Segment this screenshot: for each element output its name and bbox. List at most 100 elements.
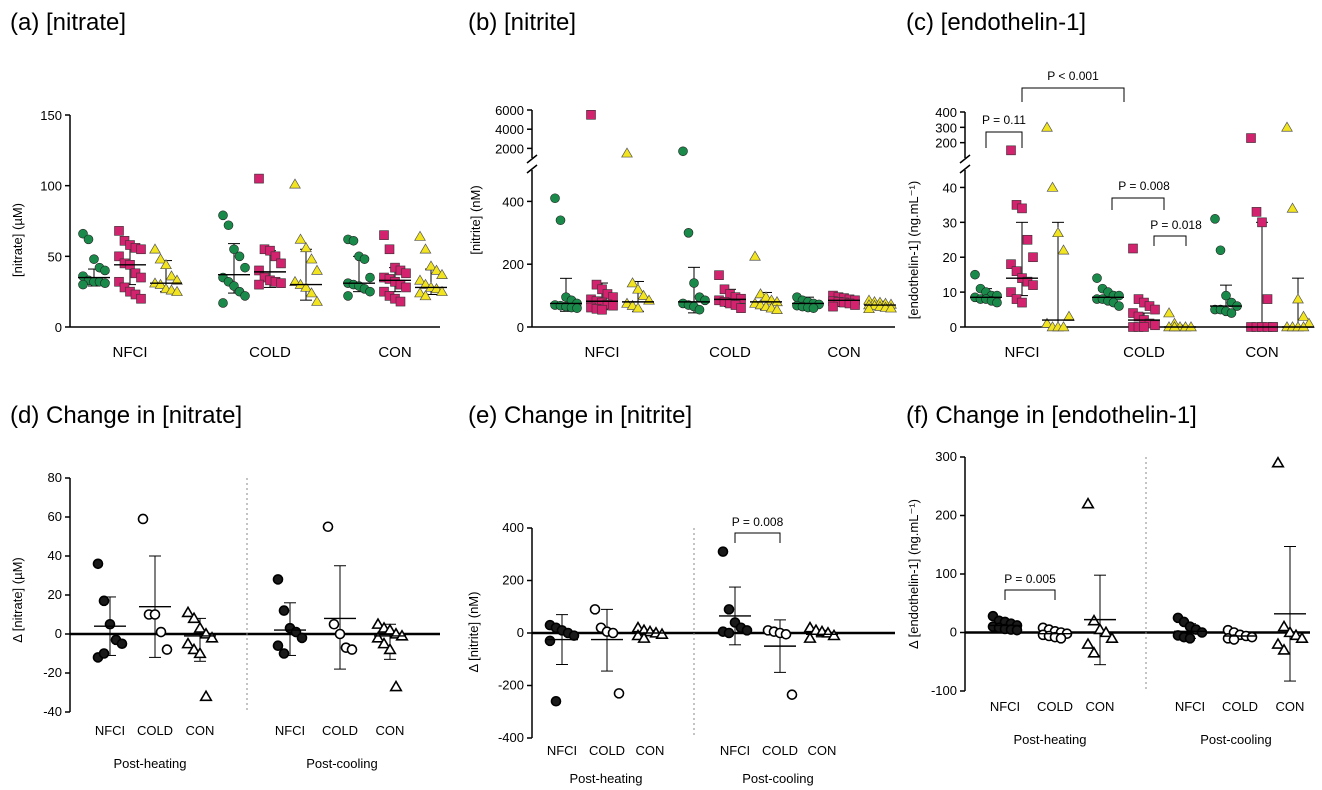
panel-d-data-point: [98, 648, 110, 659]
panel-a-ytick-label: 50: [48, 249, 62, 264]
panel-b-data-point: [626, 277, 639, 288]
panel-f-period-label: Post-cooling: [1200, 732, 1272, 747]
panel-f-data-point: [1289, 628, 1303, 641]
panel-c-data-point: [1221, 290, 1231, 301]
panel-a-data-point: [430, 264, 443, 275]
panel-d-category-label: NFCI: [275, 723, 305, 738]
panel-f-category-label: CON: [1086, 699, 1115, 714]
panel-a-data-point: [89, 254, 99, 264]
panel-d-data-point: [296, 632, 308, 644]
panel-c-data-point: [1210, 214, 1220, 224]
panel-b-data-point: [749, 250, 761, 261]
panel-c-significance-bracket: [985, 131, 1023, 148]
panel-b-data-point: [608, 300, 618, 311]
panel-d-ytick-label: 20: [48, 587, 62, 602]
panel-f-data-point: [1271, 456, 1285, 468]
panel-e-category-label: NFCI: [547, 743, 577, 758]
panel-d-ytick-label: -40: [43, 704, 62, 719]
panel-b-axis-break-mark: [526, 154, 538, 164]
panel-d-data-point: [383, 623, 397, 635]
panel-c-data-point: [1215, 245, 1226, 256]
panel-f-category-label: NFCI: [1175, 699, 1205, 714]
panel-a-data-point: [234, 251, 245, 262]
panel-a-data-point: [149, 243, 161, 254]
panel-c-data-point: [970, 269, 980, 280]
panel-a-data-point: [300, 281, 312, 292]
panel-b-ytick-label: 4000: [495, 122, 524, 137]
panel-e-p-value-label: P = 0.008: [732, 515, 784, 529]
panel-a-data-point: [100, 265, 110, 276]
panel-c-data-point: [1057, 321, 1070, 332]
panel-f-data-point: [1277, 619, 1291, 632]
panel-b-data-point: [597, 304, 607, 315]
panel-d-data-point: [334, 628, 346, 640]
panel-a-data-point: [254, 173, 264, 184]
panel-b-ytick-label: 0: [517, 320, 524, 335]
panel-c-category-label: NFCI: [1005, 344, 1040, 361]
panel-b-data-point: [678, 146, 688, 157]
panel-f-data-point: [1011, 624, 1023, 636]
panel-d-data-point: [278, 605, 290, 616]
panel-f-ylabel: Δ [endothelin-1] (ng.mL⁻¹): [906, 499, 921, 649]
panel-f-data-point: [1277, 643, 1291, 655]
panel-f-data-point: [1283, 625, 1297, 638]
panel-c-data-point: [1262, 294, 1273, 304]
panel-d-title: (d) Change in [nitrate]: [10, 402, 242, 429]
panel-a-data-point: [229, 244, 239, 255]
panel-b-data-point: [736, 303, 746, 313]
panel-e-category-label: CON: [636, 743, 665, 758]
panel-b-data-point: [754, 288, 767, 299]
panel-d-data-point: [272, 574, 284, 585]
panel-b-data-point: [550, 193, 560, 204]
panel-e-data-point: [741, 625, 753, 636]
panel-c-ytick-label: 40: [943, 180, 957, 195]
panel-c-data-point: [1092, 273, 1102, 283]
panel-a-ylabel: [nitrate] (µM): [10, 203, 25, 277]
panel-a-data-point: [165, 270, 178, 281]
panel-b-category-label: CON: [827, 344, 860, 361]
panel-c-p-value-label: P = 0.11: [982, 113, 1026, 127]
panel-a-data-point: [401, 282, 411, 293]
panel-a-category-label: CON: [378, 344, 411, 361]
panel-f-data-point: [1196, 627, 1208, 638]
panel-c-data-point: [1297, 310, 1310, 321]
panel-e-ytick-label: 0: [517, 625, 524, 640]
panel-d-category-label: COLD: [137, 723, 173, 738]
panel-b-data-point: [771, 303, 783, 314]
panel-a-data-point: [305, 253, 318, 264]
panel-c-data-point: [1011, 266, 1022, 276]
panel-b-data-point: [694, 304, 705, 315]
panel-a-data-point: [294, 233, 307, 244]
panel-a-data-point: [365, 272, 375, 283]
panel-e-data-point: [717, 546, 729, 557]
panel-b-data-point: [637, 289, 650, 300]
panel-a-data-point: [136, 293, 146, 304]
panel-a-data-point: [359, 254, 370, 264]
panel-b-data-point: [632, 283, 644, 294]
panel-f-significance-bracket: [1004, 589, 1056, 600]
panel-e-data-point: [803, 631, 817, 643]
panel-c-data-point: [1128, 243, 1138, 254]
panel-d-data-point: [322, 521, 334, 533]
panel-a-data-point: [414, 230, 426, 241]
panel-d-data-point: [193, 646, 207, 659]
panel-d-ytick-label: -20: [43, 665, 62, 680]
panel-d-data-point: [328, 618, 340, 630]
panel-e-data-point: [544, 635, 556, 647]
panel-e-title: (e) Change in [nitrite]: [468, 402, 692, 429]
panel-a-data-point: [270, 251, 281, 262]
panel-a-data-point: [218, 298, 228, 308]
panel-d-data-point: [161, 644, 173, 655]
panel-d-period-label: Post-cooling: [306, 756, 378, 771]
panel-f-data-point: [1087, 646, 1101, 658]
panel-d-data-point: [187, 642, 201, 655]
panel-a-data-point: [160, 258, 172, 270]
panel-c-data-point: [1006, 145, 1016, 156]
panel-d-ytick-label: 80: [48, 470, 62, 485]
panel-a-data-point: [276, 278, 286, 288]
panel-a-data-point: [379, 230, 389, 240]
panel-e-ytick-label: -400: [498, 730, 524, 745]
panel-d-data-point: [98, 595, 110, 607]
panel-c-data-point: [1246, 133, 1256, 143]
panel-a-data-point: [436, 268, 448, 279]
